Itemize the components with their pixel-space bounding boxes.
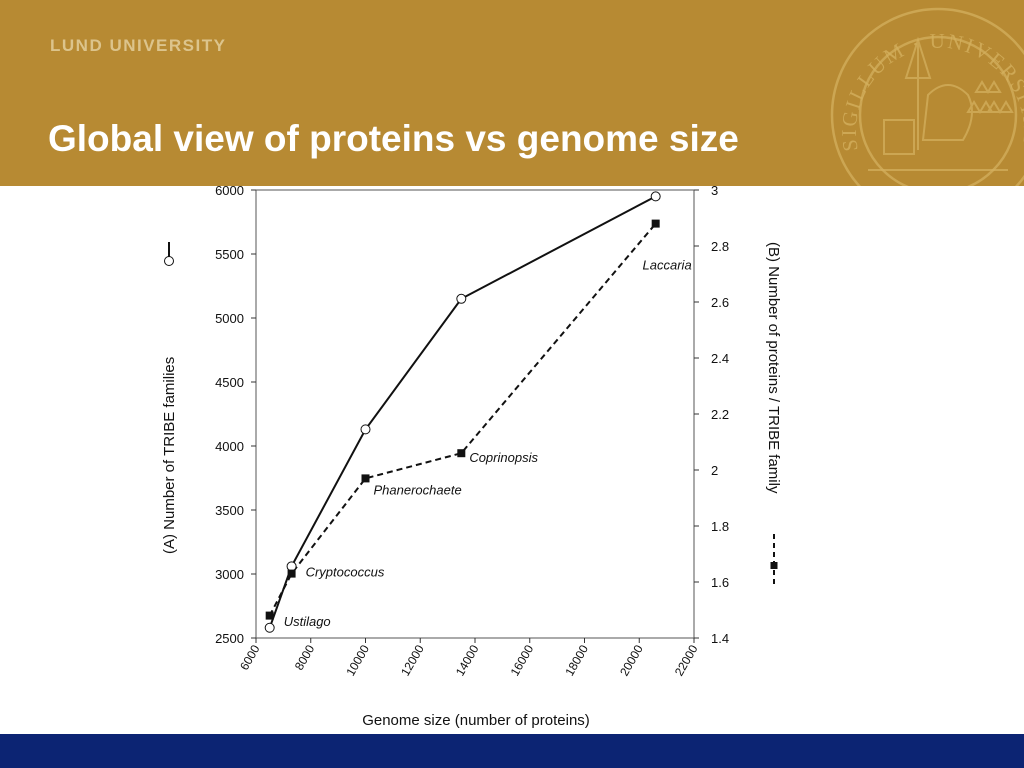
slide-footer: [0, 734, 1024, 768]
y-right-legend-marker: [770, 562, 778, 569]
x-axis-label: Genome size (number of proteins): [362, 712, 590, 729]
x-tick-label: 8000: [292, 642, 318, 672]
series-a-line: [268, 195, 657, 629]
series-a-point: [650, 191, 661, 202]
x-tick-label: 22000: [672, 642, 701, 678]
x-tick-label: 20000: [617, 642, 646, 678]
series-a-point: [264, 622, 275, 633]
seal-text: SIGILLUM · UNIVERSITATIS · CAROLINAE · A…: [828, 0, 1024, 153]
y-right-tick-label: 1.6: [711, 575, 729, 590]
chart: 6000 8000 10000 12000 14000 16000 18000 20000 22…: [161, 186, 782, 729]
series-b-point: [265, 611, 274, 620]
annotation-coprinopsis: Coprinopsis: [469, 450, 538, 465]
series-a-point: [456, 293, 467, 304]
y-right-tick-label: 3: [711, 186, 718, 198]
series-b-point: [651, 219, 660, 228]
y-right-axis-label-text: (B) Number of proteins / TRIBE family: [765, 242, 782, 494]
y-left-axis-label: (A) Number of TRIBE families: [161, 242, 178, 554]
y-left-tick-label: 6000: [215, 186, 244, 198]
chart-panel: 6000 8000 10000 12000 14000 16000 18000 20000 22…: [156, 186, 784, 734]
y-right-tick-label: 2.4: [711, 351, 729, 366]
university-seal-icon: SIGILLUM · UNIVERSITATIS · CAROLINAE · A…: [828, 0, 1024, 186]
y-left-tick-label: 3000: [215, 567, 244, 582]
y-right-axis-label: (B) Number of proteins / TRIBE family: [765, 242, 782, 587]
y-right-tick-label: 1.8: [711, 519, 729, 534]
y-left-tick-label: 2500: [215, 631, 244, 646]
annotation-phanerochaete: Phanerochaete: [374, 482, 462, 497]
series-b-point: [361, 474, 370, 483]
y-left-legend-marker: [164, 256, 174, 266]
x-tick-label: 12000: [398, 642, 427, 678]
slide-title: Global view of proteins vs genome size: [48, 118, 739, 159]
annotation-cryptococcus: Cryptococcus: [306, 564, 385, 579]
y-left-tick-label: 5000: [215, 311, 244, 326]
y-left-tick-label: 5500: [215, 247, 244, 262]
y-right-tick-label: 2.8: [711, 239, 729, 254]
x-tick-label: 6000: [237, 642, 263, 672]
y-right-tick-label: 2.6: [711, 295, 729, 310]
x-tick-label: 18000: [562, 642, 591, 678]
series-b-point: [287, 569, 296, 578]
x-tick-label: 14000: [453, 642, 482, 678]
series-b-line: [268, 222, 657, 617]
y-left-tick-label: 4000: [215, 439, 244, 454]
y-left-tick-label: 3500: [215, 503, 244, 518]
svg-text:SIGILLUM · UNIVERSITATIS · CAR: SIGILLUM · UNIVERSITATIS · CAROLINAE · A…: [828, 0, 1024, 153]
y-right-tick-label: 1.4: [711, 631, 729, 646]
series-a-point: [360, 424, 371, 435]
series-a-point: [286, 561, 297, 572]
slide-header: LUND UNIVERSITY Global view of proteins …: [0, 0, 1024, 186]
annotation-laccaria: Laccaria: [643, 258, 692, 273]
y-right-tick-label: 2: [711, 463, 718, 478]
y-left-tick-label: 4500: [215, 375, 244, 390]
y-left-axis-label-text: (A) Number of TRIBE families: [161, 357, 178, 554]
university-name: LUND UNIVERSITY: [50, 36, 227, 55]
y-right-tick-label: 2.2: [711, 407, 729, 422]
x-tick-label: 16000: [508, 642, 537, 678]
series-b-point: [457, 449, 466, 458]
x-tick-label: 10000: [343, 642, 372, 678]
annotation-ustilago: Ustilago: [284, 614, 331, 629]
